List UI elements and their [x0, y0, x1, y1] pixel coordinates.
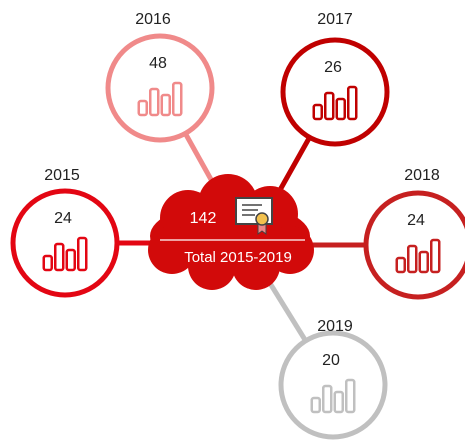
node-circle	[10, 188, 120, 298]
bar-icon	[335, 97, 346, 121]
node-circle	[105, 33, 215, 143]
bar-icon	[333, 390, 344, 414]
bar-icon	[54, 242, 65, 272]
cloud	[148, 174, 314, 290]
node-value: 26	[324, 59, 342, 76]
year-label: 2016	[135, 11, 171, 28]
bar-icon	[418, 250, 429, 274]
bar-icon	[430, 238, 441, 274]
bar-icon	[312, 103, 323, 121]
year-label: 2017	[317, 11, 353, 28]
bar-icon	[322, 384, 333, 414]
year-label: 2015	[44, 167, 80, 184]
bar-icon	[137, 99, 148, 117]
bar-icon	[345, 378, 356, 414]
bar-icon	[149, 87, 160, 117]
year-nodes: 2015 24 2016 48 2017 26 2018 24 2019 20	[10, 11, 465, 440]
bar-icon	[395, 256, 406, 274]
node-value: 48	[149, 55, 167, 72]
node-circle	[278, 330, 388, 440]
year-node: 2016 48	[105, 11, 215, 143]
bar-icon	[77, 236, 88, 272]
year-label: 2018	[404, 167, 440, 184]
year-node: 2017 26	[280, 11, 390, 147]
year-node: 2015 24	[10, 167, 120, 298]
bar-icon	[310, 396, 321, 414]
total-label: Total 2015-2019	[184, 249, 292, 266]
bar-icon	[347, 85, 358, 121]
node-value: 24	[407, 212, 425, 229]
node-value: 24	[54, 210, 72, 227]
node-value: 20	[322, 352, 340, 369]
year-label: 2019	[317, 318, 353, 335]
bar-icon	[65, 248, 76, 272]
bar-icon	[407, 244, 418, 274]
bar-icon	[172, 81, 183, 117]
certificate-icon	[235, 197, 273, 235]
year-node: 2019 20	[278, 318, 388, 440]
total-value: 142	[190, 210, 217, 227]
bar-icon	[324, 91, 335, 121]
node-circle	[280, 37, 390, 147]
year-node: 2018 24	[363, 167, 465, 300]
bar-icon	[42, 254, 53, 272]
bar-icon	[160, 93, 171, 117]
